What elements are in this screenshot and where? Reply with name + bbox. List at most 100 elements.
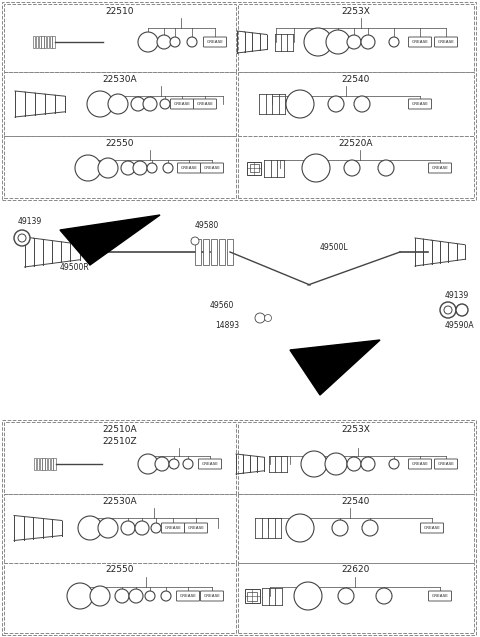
Bar [244,589,260,603]
Text: GREASE: GREASE [206,40,223,44]
Bar [38,36,41,48]
Text: GREASE: GREASE [204,166,220,170]
Circle shape [361,35,375,49]
Circle shape [389,459,399,469]
Bar [50,458,53,470]
Circle shape [361,457,375,471]
Circle shape [143,97,157,111]
FancyBboxPatch shape [193,99,216,109]
Text: GREASE: GREASE [180,594,196,598]
Circle shape [191,237,199,245]
Text: 22540: 22540 [342,496,370,506]
Circle shape [362,520,378,536]
Bar [44,36,47,48]
Circle shape [14,230,30,246]
Circle shape [138,32,158,52]
Circle shape [147,163,157,173]
Circle shape [90,586,110,606]
Text: GREASE: GREASE [411,40,429,44]
Circle shape [98,158,118,178]
Text: GREASE: GREASE [204,594,220,598]
Circle shape [129,589,143,603]
Text: 22550: 22550 [106,140,134,148]
Text: 22510Z: 22510Z [103,436,137,445]
Text: GREASE: GREASE [188,526,204,530]
FancyBboxPatch shape [177,591,200,601]
Bar [4,72,236,136]
Circle shape [302,154,330,182]
Circle shape [78,516,102,540]
Bar [203,239,209,265]
FancyBboxPatch shape [434,459,457,469]
Bar [47,36,49,48]
Circle shape [325,453,347,475]
Text: GREASE: GREASE [165,526,181,530]
Polygon shape [60,215,160,265]
FancyBboxPatch shape [429,591,452,601]
Bar [227,239,233,265]
Circle shape [286,90,314,118]
Text: 22520A: 22520A [339,140,373,148]
Circle shape [440,302,456,318]
Circle shape [87,91,113,117]
Text: GREASE: GREASE [197,102,214,106]
FancyBboxPatch shape [170,99,193,109]
Text: GREASE: GREASE [438,462,455,466]
Circle shape [115,589,129,603]
Bar [238,72,474,136]
Bar [45,458,48,470]
FancyBboxPatch shape [429,163,452,173]
Circle shape [338,588,354,604]
Text: 22550: 22550 [106,566,134,575]
Text: 49139: 49139 [445,290,469,299]
Bar [53,458,56,470]
Circle shape [187,37,197,47]
Bar [4,422,236,494]
FancyBboxPatch shape [408,37,432,47]
Bar [33,36,36,48]
Circle shape [145,591,155,601]
Text: 2253X: 2253X [342,8,371,17]
Text: GREASE: GREASE [411,462,429,466]
Circle shape [294,582,322,610]
Circle shape [98,518,118,538]
FancyBboxPatch shape [204,37,227,47]
Bar [247,162,261,175]
Text: 49560: 49560 [210,301,234,310]
Circle shape [121,521,135,535]
Text: 22530A: 22530A [103,496,137,506]
Text: GREASE: GREASE [438,40,455,44]
Circle shape [138,454,158,474]
Circle shape [304,28,332,56]
Polygon shape [290,340,380,395]
Circle shape [378,160,394,176]
Circle shape [286,514,314,542]
Bar [39,458,42,470]
Text: GREASE: GREASE [423,526,441,530]
Bar [42,458,45,470]
Bar [238,422,474,494]
Circle shape [347,457,361,471]
Circle shape [328,96,344,112]
Bar [4,494,236,563]
Bar [2,2,476,200]
Text: GREASE: GREASE [411,102,429,106]
Text: 22540: 22540 [342,76,370,85]
Circle shape [255,313,265,323]
Circle shape [389,37,399,47]
Circle shape [155,457,169,471]
Bar [195,239,201,265]
Circle shape [326,30,350,54]
Circle shape [151,523,161,533]
Bar [48,458,50,470]
Bar [238,494,474,563]
Text: 22510: 22510 [106,8,134,17]
Text: GREASE: GREASE [180,166,197,170]
Circle shape [135,521,149,535]
Bar [2,420,476,635]
Bar [247,592,257,601]
Bar [4,563,236,633]
Circle shape [163,163,173,173]
Text: 22530A: 22530A [103,76,137,85]
Bar [41,36,44,48]
